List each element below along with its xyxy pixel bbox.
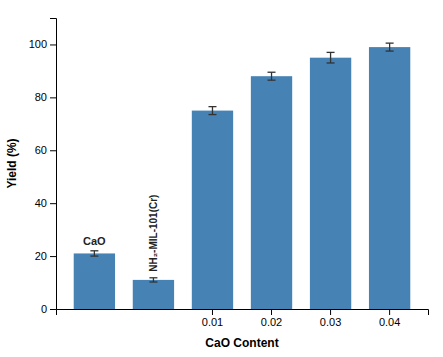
bar xyxy=(74,253,115,309)
error-bar-stem xyxy=(212,107,213,115)
y-tick: 100 xyxy=(29,38,56,50)
x-tick-mark xyxy=(330,309,331,315)
x-tick-mark xyxy=(271,309,272,315)
x-tick-mark xyxy=(389,309,390,315)
y-tick-mark xyxy=(50,309,56,310)
x-axis-title: CaO Content xyxy=(205,336,278,350)
marks xyxy=(74,43,411,309)
y-tick: 80 xyxy=(35,91,56,103)
y-tick-label: 80 xyxy=(35,91,47,103)
error-bar-cap xyxy=(386,42,394,43)
error-bar xyxy=(90,251,98,256)
error-bar-cap xyxy=(90,255,98,256)
error-bar-stem xyxy=(330,52,331,63)
error-bar-cap xyxy=(149,281,157,282)
y-tick: 0 xyxy=(41,303,56,315)
error-bar-cap xyxy=(149,277,157,278)
y-tick-mark xyxy=(50,97,56,98)
y-tick: 40 xyxy=(35,197,56,209)
error-bar xyxy=(208,107,216,115)
bar xyxy=(310,58,351,309)
error-bar-stem xyxy=(94,251,95,256)
x-axis: 0.01 0.02 0.03 0.04 xyxy=(57,309,429,328)
error-bar xyxy=(327,52,335,63)
y-tick: 20 xyxy=(35,250,56,262)
y-tick-label: 100 xyxy=(29,38,47,50)
y-tick-mark xyxy=(50,256,56,257)
annotation: NH₂-MIL-101(Cr) xyxy=(148,195,159,272)
bar xyxy=(369,47,410,309)
error-bar-cap xyxy=(327,52,335,53)
x-tick-label: 0.03 xyxy=(320,316,341,328)
plot: 0 20 40 60 80 100 0.01 0.02 0.03 0.04 CaO NH₂-MIL-1… xyxy=(29,19,429,328)
error-bar-cap xyxy=(208,114,216,115)
error-bar-stem xyxy=(271,72,272,80)
error-bar-cap xyxy=(90,250,98,251)
y-axis: 0 20 40 60 80 100 xyxy=(29,19,57,316)
annotation: CaO xyxy=(83,235,106,247)
x-tick-label: 0.01 xyxy=(202,316,223,328)
error-bar xyxy=(149,278,157,282)
bar xyxy=(192,111,233,309)
error-bar xyxy=(386,43,394,51)
x-axis-line xyxy=(57,310,429,316)
x-tick-label: 0.04 xyxy=(379,316,400,328)
chart: 0 20 40 60 80 100 0.01 0.02 0.03 0.04 CaO NH₂-MIL-1… xyxy=(0,0,443,357)
x-tick: 0.02 xyxy=(261,309,282,328)
error-bar-cap xyxy=(386,50,394,51)
y-tick-label: 60 xyxy=(35,144,47,156)
bar xyxy=(251,76,292,309)
y-tick-label: 20 xyxy=(35,250,47,262)
y-tick-label: 0 xyxy=(41,303,47,315)
y-tick: 60 xyxy=(35,144,56,156)
x-tick: 0.03 xyxy=(320,309,341,328)
x-tick-mark xyxy=(212,309,213,315)
x-tick: 0.04 xyxy=(379,309,400,328)
y-tick-label: 40 xyxy=(35,197,47,209)
error-bar-cap xyxy=(268,80,276,81)
x-tick-label: 0.02 xyxy=(261,316,282,328)
y-axis-title: Yield (%) xyxy=(5,138,19,188)
y-tick-mark xyxy=(50,203,56,204)
x-tick: 0.01 xyxy=(202,309,223,328)
y-axis-line xyxy=(50,19,57,310)
y-tick-mark xyxy=(50,44,56,45)
y-tick-mark xyxy=(50,150,56,151)
bar xyxy=(133,280,174,309)
error-bar-cap xyxy=(268,72,276,73)
error-bar-cap xyxy=(208,106,216,107)
error-bar-stem xyxy=(389,43,390,51)
error-bar xyxy=(268,72,276,80)
error-bar-cap xyxy=(327,62,335,63)
